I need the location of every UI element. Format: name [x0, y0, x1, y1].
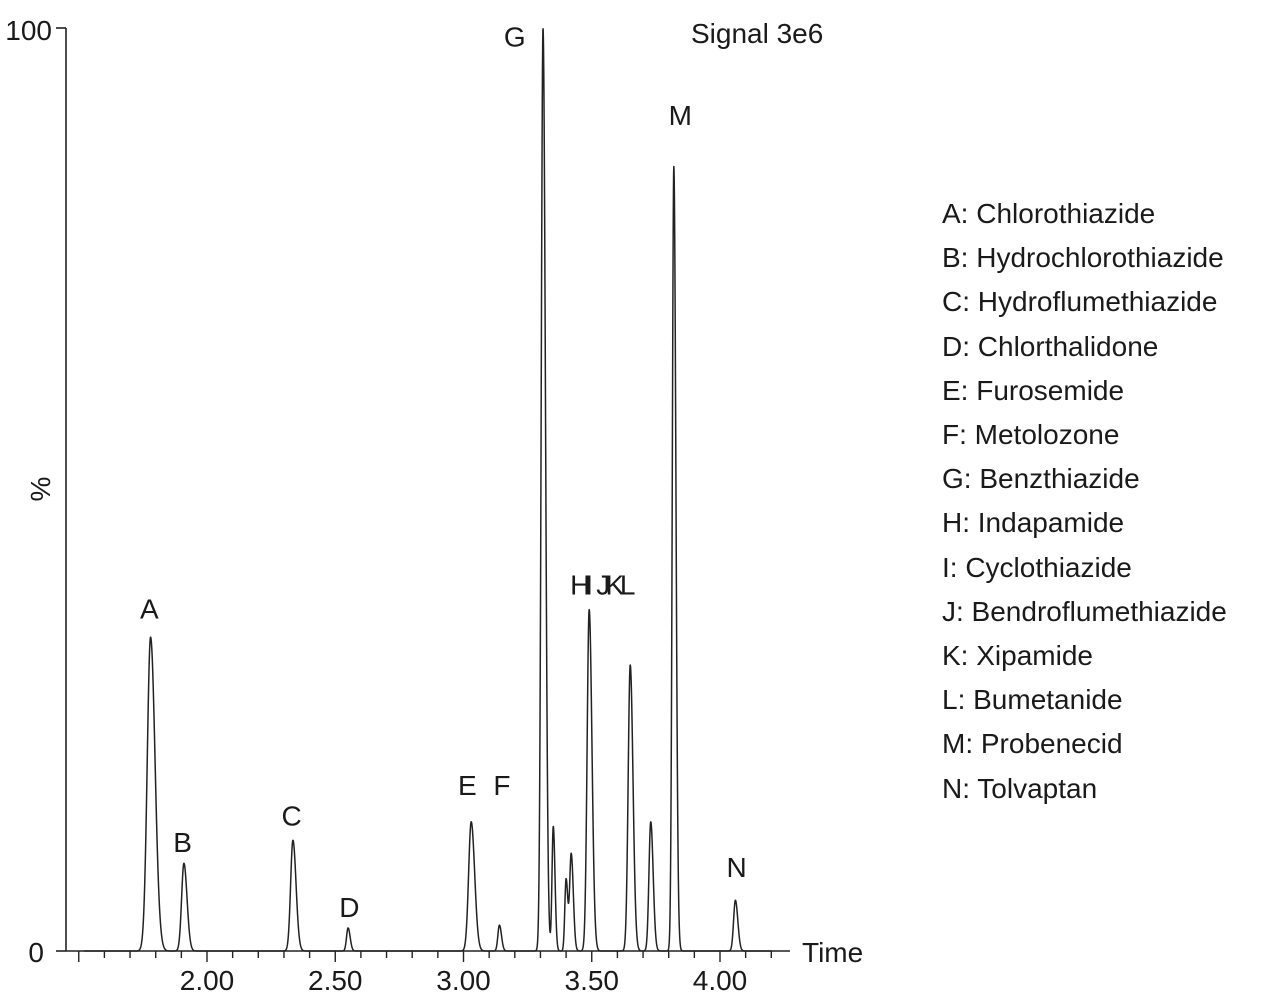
peak-label-j: J — [596, 570, 610, 601]
legend-item-h: H: Indapamide — [942, 507, 1125, 539]
legend-item-b: B: Hydrochlorothiazide — [942, 242, 1224, 274]
x-tick-label: 4.00 — [693, 965, 748, 993]
x-tick-label: 2.00 — [180, 965, 235, 993]
legend-item-k: K: Xipamide — [942, 640, 1093, 672]
chromatogram-trace — [83, 28, 772, 952]
peak-label-i: I — [585, 570, 593, 601]
peak-label-k: K — [605, 570, 624, 601]
peak-label-e: E — [458, 770, 477, 801]
peak-label-d: D — [339, 892, 359, 923]
peak-label-l: L — [620, 570, 636, 601]
x-tick-label: 3.00 — [436, 965, 491, 993]
legend-item-n: N: Tolvaptan — [942, 772, 1098, 804]
peak-label-a: A — [140, 594, 159, 625]
legend: A: Chlorothiazide B: Hydrochlorothiazide… — [942, 192, 1227, 811]
signal-annotation: Signal 3e6 — [691, 18, 823, 49]
x-tick-label: 2.50 — [308, 965, 363, 993]
x-tick-label: 3.50 — [565, 965, 620, 993]
peak-label-n: N — [727, 852, 747, 883]
peak-label-m: M — [669, 100, 692, 131]
legend-item-g: G: Benzthiazide — [942, 463, 1140, 495]
legend-item-e: E: Furosemide — [942, 374, 1125, 406]
legend-item-f: F: Metolozone — [942, 419, 1120, 451]
peak-label-b: B — [173, 827, 192, 858]
peak-label-g: G — [504, 21, 526, 52]
legend-item-a: A: Chlorothiazide — [942, 198, 1156, 229]
x-axis-label: Time — [802, 937, 863, 968]
y-tick-label-100: 100 — [5, 15, 52, 46]
peak-labels: A B C D E F G HI JKL M N — [140, 21, 747, 922]
peak-label-h: H — [570, 570, 590, 601]
y-axis-label: % — [25, 477, 56, 502]
legend-item-c: C: Hydroflumethiazide — [942, 286, 1218, 318]
legend-item-l: L: Bumetanide — [942, 684, 1123, 716]
peak-label-c: C — [282, 800, 302, 831]
legend-item-d: D: Chlorthalidone — [942, 330, 1159, 362]
legend-item-j: J: Bendroflumethiazide — [942, 595, 1227, 627]
legend-item-i: I: Cyclothiazide — [942, 551, 1132, 583]
y-tick-label-0: 0 — [28, 937, 44, 968]
x-tick-labels: 2.00 2.50 3.00 3.50 4.00 — [180, 965, 748, 993]
x-tick-marks — [78, 951, 772, 962]
peak-label-f: F — [493, 770, 510, 801]
legend-item-m: M: Probenecid — [942, 728, 1123, 760]
